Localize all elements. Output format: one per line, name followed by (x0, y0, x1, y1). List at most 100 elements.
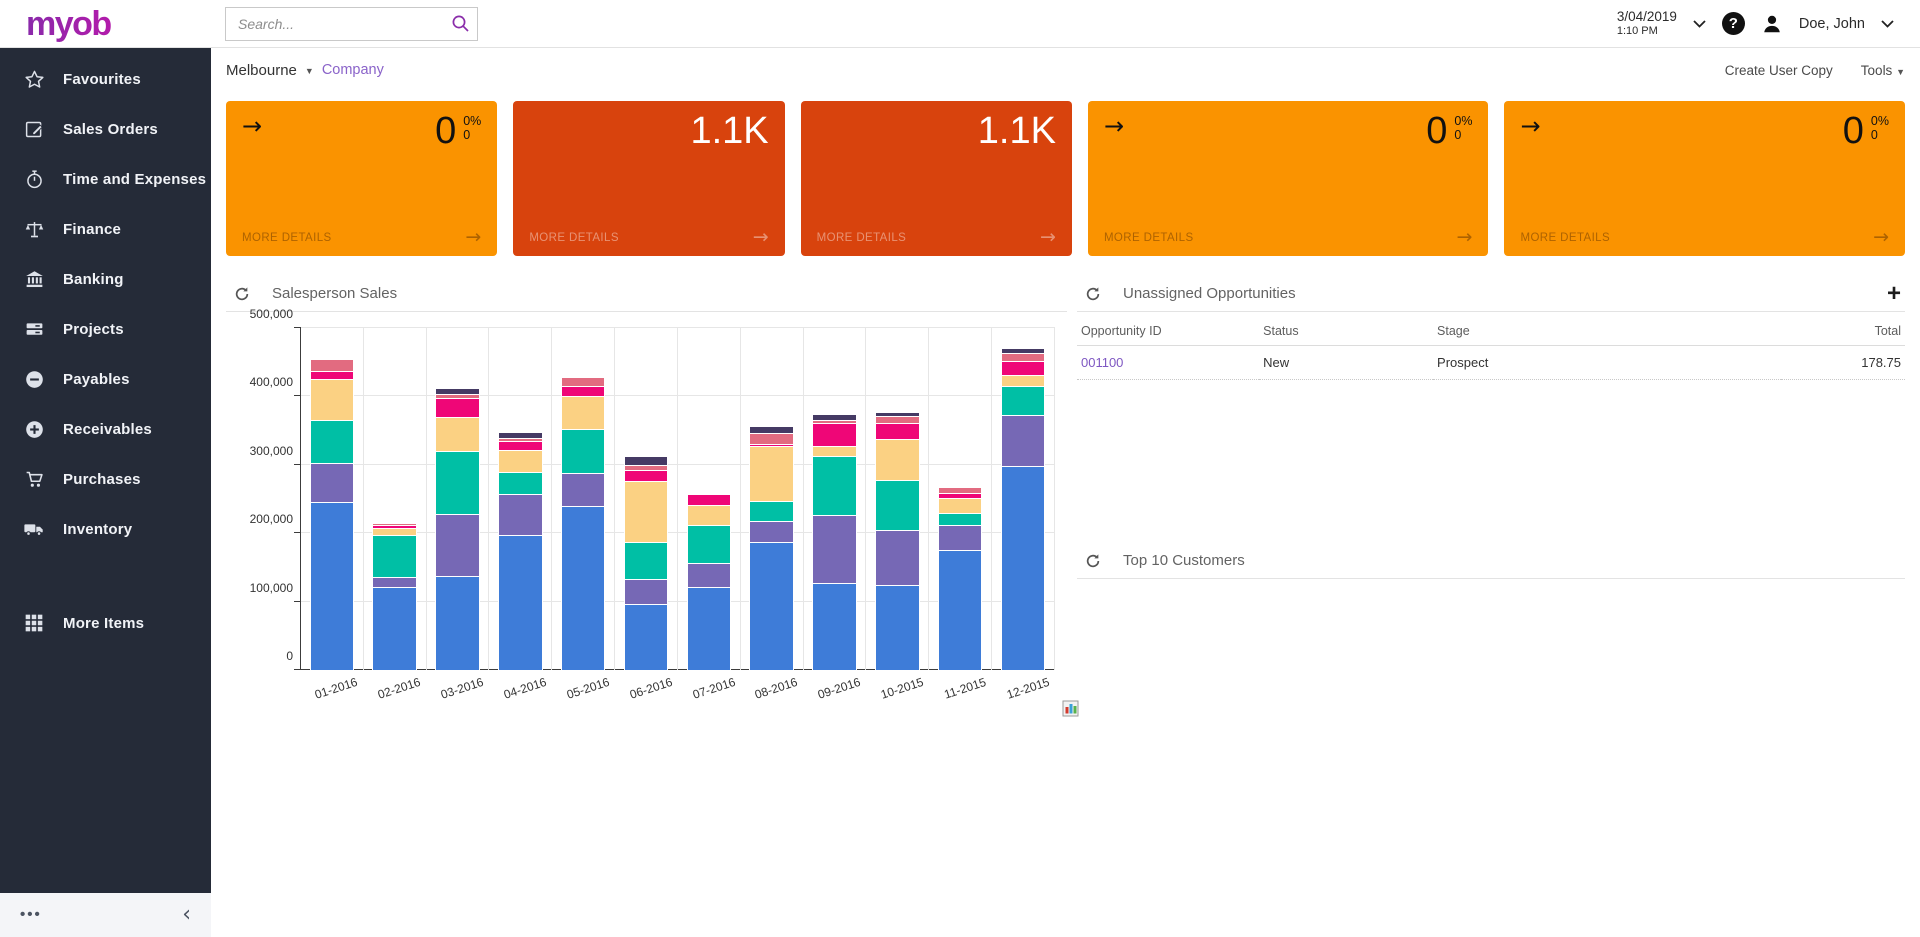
sidebar-item-payables[interactable]: Payables (0, 354, 211, 404)
help-icon[interactable]: ? (1721, 12, 1745, 35)
bar-segment-series-magenta[interactable] (812, 423, 857, 447)
bar-segment-series-blue[interactable] (560, 505, 606, 670)
sidebar-item-banking[interactable]: Banking (0, 254, 211, 304)
more-options-icon[interactable]: ••• (20, 906, 42, 923)
bar-segment-series-navy[interactable] (1000, 347, 1046, 353)
table-row[interactable]: 001100 New Prospect 178.75 (1077, 345, 1905, 380)
bar-segment-series-purple[interactable] (875, 529, 920, 586)
bar-segment-series-purple[interactable] (309, 462, 355, 503)
bar-segment-series-blue[interactable] (1000, 466, 1046, 670)
card-arrow-icon[interactable]: → (242, 112, 263, 140)
more-details-link[interactable]: MORE DETAILS (529, 232, 619, 244)
breadcrumb-chevron-down-icon[interactable]: ▼ (304, 66, 314, 76)
bar-segment-series-amber[interactable] (623, 480, 669, 543)
bar-segment-series-amber[interactable] (937, 497, 983, 513)
bar-segment-series-teal[interactable] (623, 542, 669, 580)
bar-segment-series-salmon[interactable] (623, 464, 669, 471)
bar-segment-series-blue[interactable] (309, 502, 355, 670)
add-opportunity-icon[interactable]: + (1886, 279, 1901, 307)
bar-segment-series-purple[interactable] (498, 494, 543, 536)
bar-segment-series-blue[interactable] (623, 603, 669, 670)
breadcrumb-company-link[interactable]: Company (321, 62, 384, 78)
sidebar-item-receivables[interactable]: Receivables (0, 404, 211, 454)
opportunity-id-link[interactable]: 001100 (1081, 355, 1124, 370)
user-chevron-down-icon[interactable] (1881, 19, 1894, 28)
bar-segment-series-amber[interactable] (875, 438, 920, 480)
bar-segment-series-magenta[interactable] (623, 470, 669, 481)
bar-segment-series-navy[interactable] (435, 388, 480, 394)
bar-segment-series-amber[interactable] (372, 528, 417, 536)
bar-segment-series-magenta[interactable] (372, 525, 417, 529)
more-details-link[interactable]: MORE DETAILS (1520, 232, 1611, 244)
more-details-arrow-icon[interactable]: → (465, 226, 482, 248)
bar-segment-series-magenta[interactable] (435, 397, 480, 417)
bar-segment-series-amber[interactable] (1000, 375, 1046, 387)
bar-segment-series-navy[interactable] (875, 411, 920, 417)
bar-segment-series-teal[interactable] (560, 429, 606, 474)
bar-segment-series-teal[interactable] (749, 501, 794, 521)
bar-segment-series-purple[interactable] (560, 473, 606, 506)
more-details-arrow-icon[interactable]: → (1873, 226, 1889, 248)
bar-segment-series-amber[interactable] (686, 504, 732, 526)
kpi-card-2[interactable]: 1.1K MORE DETAILS → (513, 101, 785, 256)
more-details-link[interactable]: MORE DETAILS (242, 232, 332, 244)
bar-segment-series-teal[interactable] (435, 451, 480, 515)
search-input[interactable] (225, 6, 478, 41)
kpi-card-3[interactable]: 1.1K MORE DETAILS → (800, 101, 1072, 256)
bar-segment-series-amber[interactable] (498, 449, 543, 472)
refresh-icon[interactable] (234, 286, 250, 302)
bar-segment-series-blue[interactable] (435, 576, 480, 670)
bar-segment-series-magenta[interactable] (1000, 360, 1046, 376)
bar-segment-series-teal[interactable] (875, 479, 920, 530)
search-icon[interactable] (451, 14, 470, 38)
bar-segment-series-magenta[interactable] (749, 444, 794, 447)
bar-segment-series-magenta[interactable] (498, 440, 543, 450)
sidebar-item-more-items[interactable]: More Items (0, 598, 211, 648)
sidebar-item-sales-orders[interactable]: Sales Orders (0, 104, 211, 154)
bar-segment-series-salmon[interactable] (875, 416, 920, 424)
bar-segment-series-magenta[interactable] (309, 371, 355, 380)
bar-segment-series-purple[interactable] (623, 579, 669, 604)
date-chevron-down-icon[interactable] (1693, 19, 1706, 28)
bar-segment-series-blue[interactable] (937, 549, 983, 670)
more-details-arrow-icon[interactable]: → (752, 226, 769, 248)
bar-segment-series-teal[interactable] (372, 535, 417, 577)
kpi-card-5[interactable]: → 0 0% 0 MORE DETAILS → (1504, 101, 1905, 256)
bar-segment-series-amber[interactable] (309, 379, 355, 421)
sidebar-item-inventory[interactable]: Inventory (0, 504, 211, 554)
bar-segment-series-salmon[interactable] (372, 523, 417, 526)
bar-segment-series-salmon[interactable] (309, 358, 355, 372)
bar-segment-series-magenta[interactable] (560, 386, 606, 397)
bar-segment-series-blue[interactable] (372, 586, 417, 670)
bar-segment-series-teal[interactable] (498, 471, 543, 495)
sidebar-item-finance[interactable]: Finance (0, 204, 211, 254)
refresh-icon[interactable] (1085, 553, 1101, 569)
breadcrumb-location[interactable]: Melbourne (226, 61, 297, 79)
bar-segment-series-salmon[interactable] (749, 432, 794, 445)
bar-segment-series-purple[interactable] (749, 520, 794, 543)
bar-segment-series-teal[interactable] (1000, 386, 1046, 415)
bar-segment-series-navy[interactable] (623, 455, 669, 465)
sidebar-item-favourites[interactable]: Favourites (0, 54, 211, 104)
bar-segment-series-teal[interactable] (309, 420, 355, 463)
bar-segment-series-amber[interactable] (435, 416, 480, 452)
tools-button[interactable]: Tools ▼ (1860, 62, 1905, 78)
bar-segment-series-purple[interactable] (1000, 414, 1046, 467)
more-details-link[interactable]: MORE DETAILS (816, 232, 907, 244)
bar-segment-series-purple[interactable] (937, 525, 983, 550)
bar-segment-series-blue[interactable] (498, 535, 543, 670)
bar-segment-series-teal[interactable] (686, 525, 732, 563)
card-arrow-icon[interactable]: → (1520, 112, 1541, 140)
bar-segment-series-navy[interactable] (749, 425, 794, 433)
card-arrow-icon[interactable]: → (1103, 112, 1125, 140)
create-user-copy-button[interactable]: Create User Copy (1724, 62, 1833, 78)
bar-segment-series-salmon[interactable] (435, 393, 480, 398)
bar-segment-series-magenta[interactable] (686, 494, 732, 505)
bar-segment-series-magenta[interactable] (875, 423, 920, 439)
bar-segment-series-purple[interactable] (812, 514, 857, 584)
chart-type-icon[interactable] (1062, 700, 1079, 722)
bar-segment-series-salmon[interactable] (812, 419, 857, 424)
bar-segment-series-navy[interactable] (498, 432, 543, 438)
kpi-card-4[interactable]: → 0 0% 0 MORE DETAILS → (1087, 101, 1489, 256)
bar-segment-series-blue[interactable] (875, 585, 920, 670)
